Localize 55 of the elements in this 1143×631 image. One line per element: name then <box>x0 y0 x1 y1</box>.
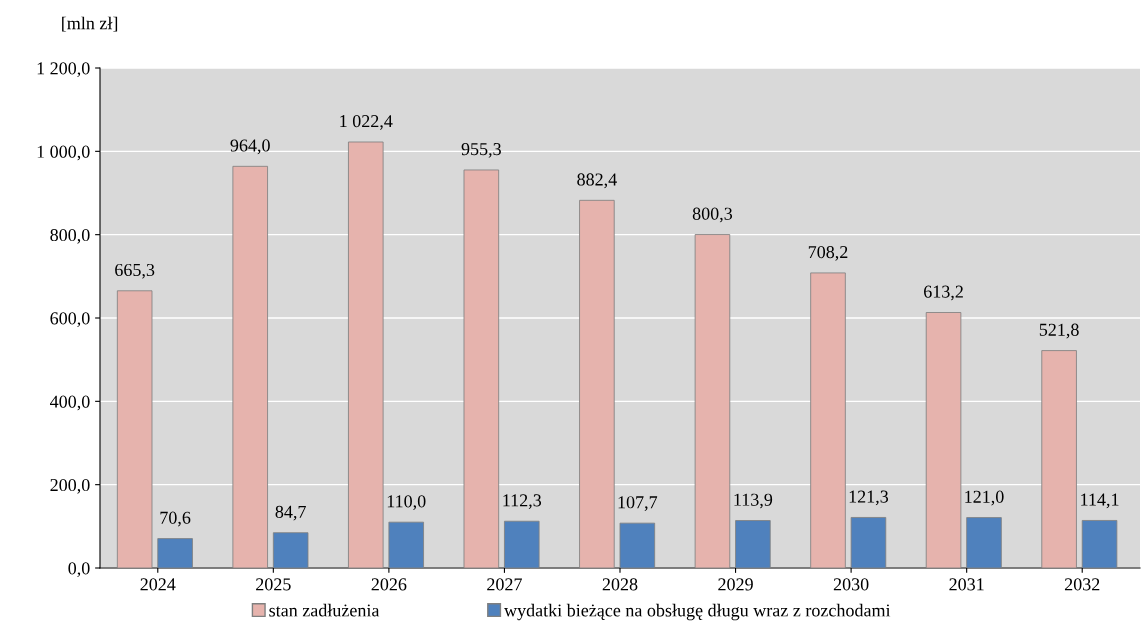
bar <box>157 538 193 568</box>
y-tick-label: 800,0 <box>50 228 90 244</box>
data-label: 521,8 <box>1039 323 1079 339</box>
bar <box>1041 350 1077 568</box>
data-label: 121,0 <box>965 490 1004 506</box>
bar <box>925 312 962 568</box>
y-axis-title: [mln zł] <box>62 16 118 32</box>
x-tick-label: 2032 <box>1064 578 1100 591</box>
bar <box>966 517 1002 568</box>
data-label: 882,4 <box>577 173 617 189</box>
bar <box>388 521 424 568</box>
data-label: 107,7 <box>618 496 658 511</box>
bar <box>116 290 153 568</box>
bar <box>504 520 540 568</box>
bar <box>1081 520 1118 568</box>
y-tick-label: 400,0 <box>50 395 90 411</box>
data-label: 665,3 <box>115 263 155 279</box>
bar <box>850 517 887 568</box>
x-tick-label: 2028 <box>602 578 638 591</box>
x-tick-label: 2029 <box>718 578 753 591</box>
bar <box>735 520 771 568</box>
legend-label: wydatki bieżące na obsługę długu wraz z rozchodami <box>504 603 891 621</box>
data-label: 708,2 <box>808 245 848 261</box>
data-label: 800,3 <box>692 207 733 223</box>
x-tick-label: 2027 <box>487 578 522 591</box>
data-label: 955,3 <box>461 143 501 158</box>
x-tick-label: 2030 <box>833 578 869 591</box>
data-label: 70,6 <box>160 511 191 527</box>
data-label: 110,0 <box>387 495 426 510</box>
bar <box>348 141 384 568</box>
y-tick-label: 1 200,0 <box>37 62 90 78</box>
bar <box>619 522 656 568</box>
x-tick-label: 2024 <box>140 578 176 591</box>
bar <box>463 169 500 568</box>
bar <box>810 272 846 568</box>
bar <box>579 199 615 568</box>
y-tick-label: 200,0 <box>50 478 90 494</box>
x-tick-label: 2026 <box>371 578 407 591</box>
data-label: 84,7 <box>275 505 306 521</box>
data-label: 113,9 <box>734 493 773 509</box>
y-tick-label: 1 000,0 <box>37 145 90 161</box>
y-tick-label: 600,0 <box>50 312 90 328</box>
data-label: 114,1 <box>1081 493 1119 509</box>
legend-label: stan zadłużenia <box>269 603 380 617</box>
data-label: 121,3 <box>849 490 889 506</box>
data-label: 1 022,4 <box>340 115 393 130</box>
x-tick-label: 2025 <box>256 578 291 591</box>
bar <box>694 234 731 568</box>
bar <box>272 532 309 568</box>
x-tick-label: 2031 <box>949 578 984 591</box>
bar <box>232 165 268 568</box>
y-tick-label: 0,0 <box>68 562 90 578</box>
data-label: 613,2 <box>924 285 963 301</box>
data-label: 964,0 <box>230 139 270 155</box>
data-label: 112,3 <box>503 494 542 510</box>
